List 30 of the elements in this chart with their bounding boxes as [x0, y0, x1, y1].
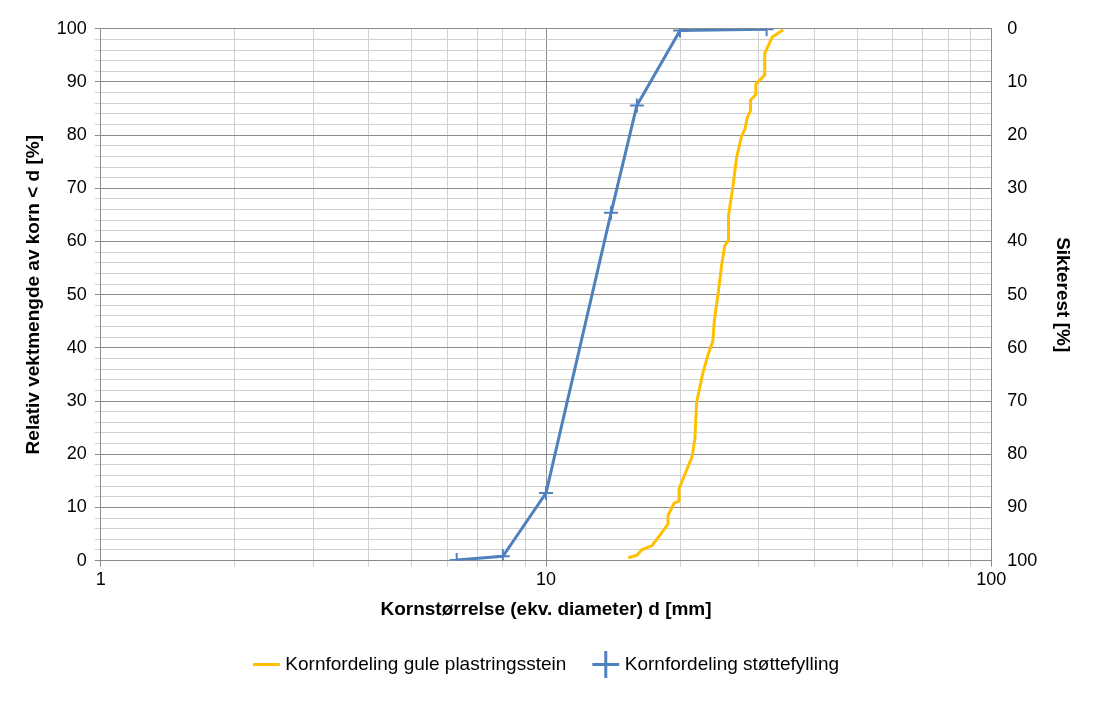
x-tick-label: 1	[95, 569, 106, 590]
y-tick-label: 0	[76, 549, 87, 570]
y2-tick-label: 20	[1007, 124, 1028, 145]
y-axis-title: Relativ vektmengde av korn < d [%]	[21, 134, 43, 455]
y-tick-label: 40	[66, 336, 87, 357]
y-tick-label: 70	[66, 177, 87, 198]
y-tick-label: 50	[66, 283, 87, 304]
y2-tick-label: 30	[1007, 177, 1028, 198]
y2-tick-label: 0	[1007, 17, 1018, 38]
y2-tick-label: 40	[1007, 230, 1028, 251]
y-tick-label: 20	[66, 443, 87, 464]
y2-tick-label: 70	[1007, 390, 1028, 411]
y-tick-label: 90	[66, 70, 87, 91]
legend-label: Kornfordeling gule plastringsstein	[285, 652, 567, 674]
y-tick-label: 10	[66, 496, 87, 517]
x-tick-label: 10	[535, 569, 557, 590]
y2-tick-label: 90	[1007, 496, 1028, 517]
y-tick-label: 80	[66, 124, 87, 145]
y-tick-label: 100	[56, 17, 87, 38]
y-tick-label: 30	[66, 390, 87, 411]
y2-tick-label: 80	[1007, 443, 1028, 464]
x-axis-title: Kornstørrelse (ekv. diameter) d [mm]	[380, 597, 712, 619]
y2-tick-label: 10	[1007, 70, 1028, 91]
y2-axis-title: Sikterest [%]	[1053, 237, 1075, 353]
y2-tick-label: 60	[1007, 336, 1028, 357]
y2-tick-label: 100	[1007, 549, 1038, 570]
y-tick-label: 60	[66, 230, 87, 251]
y2-tick-label: 50	[1007, 283, 1028, 304]
x-tick-label: 100	[976, 569, 1007, 590]
legend-label: Kornfordeling støttefylling	[624, 652, 840, 674]
